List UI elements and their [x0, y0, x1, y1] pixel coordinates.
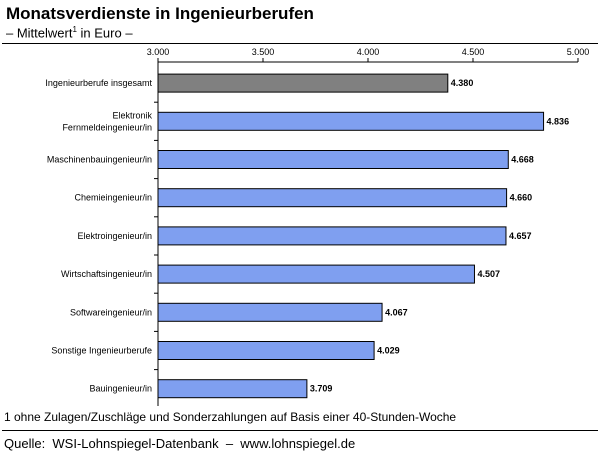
- category-label: Elektronik Fernmeldeingenieur/in: [62, 110, 152, 132]
- chart-title: Monatsverdienste in Ingenieurberufen: [6, 4, 314, 23]
- bar: [157, 111, 545, 131]
- subtitle-text: – Mittelwert: [6, 25, 73, 41]
- value-label: 4.029: [377, 346, 400, 356]
- category-label: Wirtschaftsingenieur/in: [61, 269, 152, 279]
- x-tick-label: 4.000: [357, 47, 380, 57]
- bar-chart: 3.000 3.500 4.000 4.500 5.000 Ingenieurberufe…: [45, 47, 590, 406]
- value-label: 4.657: [509, 231, 532, 241]
- source-line: Quelle: WSI-Lohnspiegel-Datenbank – www.…: [4, 436, 356, 451]
- bar: [157, 264, 475, 284]
- bar: [157, 379, 308, 399]
- bar: [157, 341, 375, 360]
- subtitle-unit: in Euro –: [76, 25, 133, 41]
- divider: [2, 43, 598, 44]
- category-label: Maschinenbauingenieur/in: [47, 155, 152, 165]
- value-label: 4.668: [511, 155, 534, 165]
- category-label: Elektroingenieur/in: [77, 231, 152, 241]
- value-label: 3.709: [310, 384, 333, 394]
- value-label: 4.380: [451, 78, 474, 88]
- bar: [157, 302, 383, 322]
- bar: [157, 188, 508, 208]
- divider: [2, 430, 598, 431]
- bar: [157, 226, 507, 246]
- category-label: Ingenieurberufe insgesamt: [45, 78, 152, 88]
- category-label: Chemieingenieur/in: [74, 193, 152, 203]
- value-label: 4.836: [547, 116, 570, 126]
- category-label: Bauingenieur/in: [89, 384, 152, 394]
- x-tick-label: 3.000: [147, 47, 170, 57]
- category-label: Softwareingenieur/in: [70, 307, 152, 317]
- footnote: 1 ohne Zulagen/Zuschläge und Sonderzahlu…: [4, 410, 457, 424]
- value-label: 4.067: [385, 307, 408, 317]
- bar: [157, 73, 449, 93]
- category-label: Sonstige Ingenieurberufe: [51, 346, 152, 356]
- x-tick-label: 5.000: [567, 47, 590, 57]
- x-tick-label: 3.500: [252, 47, 275, 57]
- footnote-marker: 1: [72, 25, 77, 34]
- chart-subtitle: – Mittelwert1 in Euro –: [6, 25, 133, 40]
- value-label: 4.660: [510, 193, 533, 203]
- bar: [157, 150, 509, 169]
- x-tick-label: 4.500: [462, 47, 485, 57]
- value-label: 4.507: [477, 269, 500, 279]
